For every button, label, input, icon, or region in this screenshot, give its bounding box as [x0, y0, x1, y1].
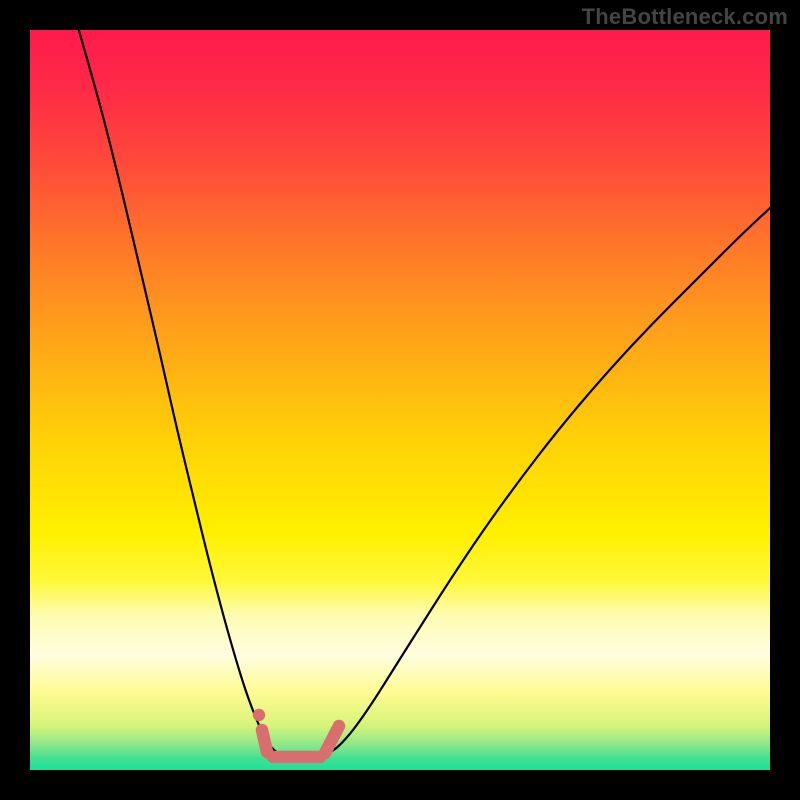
- chart-frame: TheBottleneck.com: [0, 0, 800, 800]
- valley-marker-right-tick: [325, 726, 339, 753]
- bottleneck-curve: [0, 0, 800, 800]
- valley-marker-dot: [253, 709, 265, 721]
- curve-path: [70, 0, 770, 758]
- valley-marker-left-tick: [262, 730, 267, 752]
- watermark-text: TheBottleneck.com: [582, 4, 788, 30]
